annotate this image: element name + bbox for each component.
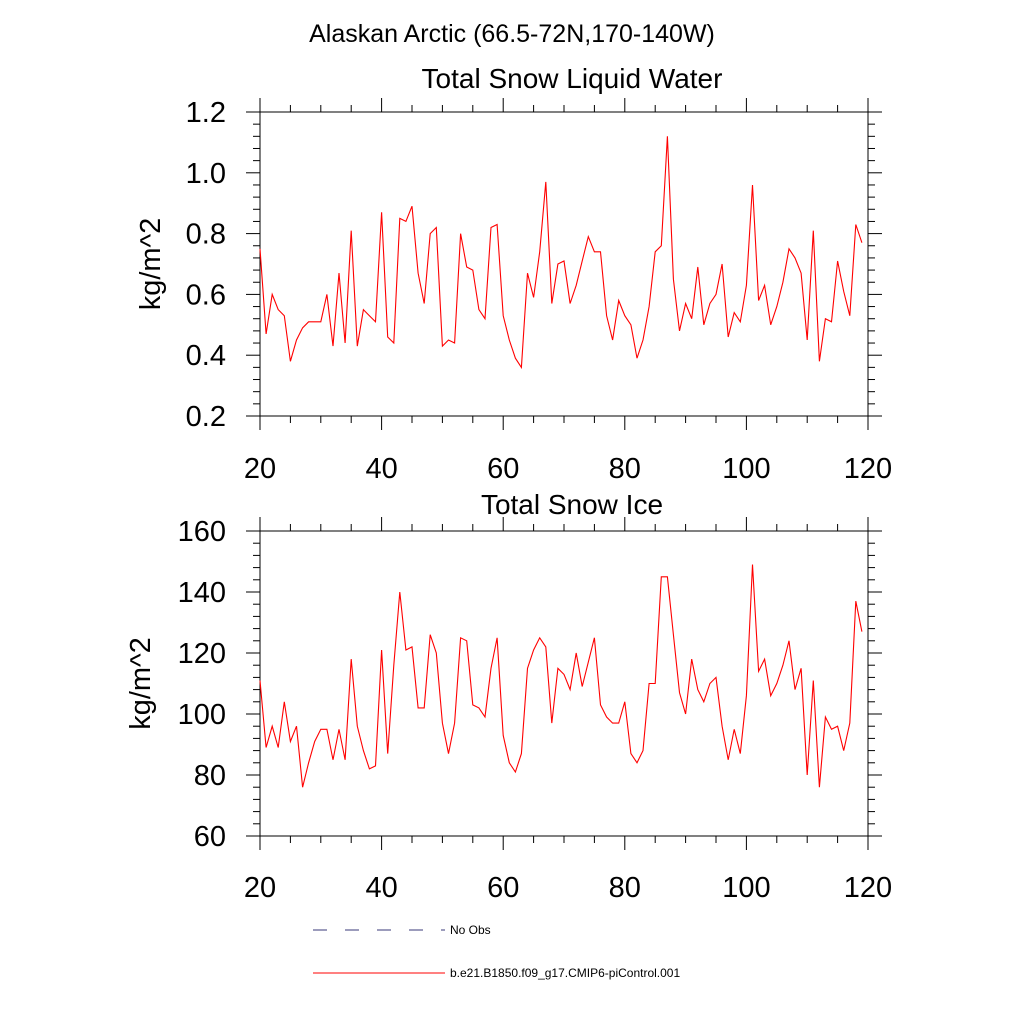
x-tick-label: 80 xyxy=(609,872,641,904)
x-tick-label: 60 xyxy=(487,872,519,904)
x-tick-label: 40 xyxy=(365,872,397,904)
legend-model-label: b.e21.B1850.f09_g17.CMIP6-piControl.001 xyxy=(450,966,680,980)
y-tick-label: 100 xyxy=(178,699,226,731)
y-tick-label: 1.2 xyxy=(186,97,226,129)
chart-title: Total Snow Liquid Water xyxy=(422,63,723,94)
figure-title: Alaskan Arctic (66.5-72N,170-140W) xyxy=(309,20,715,48)
x-tick-label: 120 xyxy=(844,872,892,904)
y-tick-label: 60 xyxy=(194,821,226,853)
y-tick-label: 0.6 xyxy=(186,279,226,311)
x-tick-label: 60 xyxy=(487,453,519,485)
y-axis-label: kg/m^2 xyxy=(135,218,167,311)
x-tick-label: 100 xyxy=(722,453,770,485)
chart-title: Total Snow Ice xyxy=(481,489,663,520)
x-tick-label: 20 xyxy=(244,453,276,485)
y-tick-label: 0.4 xyxy=(186,340,226,372)
y-tick-label: 160 xyxy=(178,516,226,548)
legend: No Obs b.e21.B1850.f09_g17.CMIP6-piContr… xyxy=(313,923,680,980)
y-tick-label: 140 xyxy=(178,577,226,609)
x-tick-label: 80 xyxy=(609,453,641,485)
panel-snow-ice: Total Snow Ice kg/m^2 20 40 60 80 100 120 60 80 10… xyxy=(125,489,892,904)
y-tick-label: 0.2 xyxy=(186,401,226,433)
panel-snow-liquid-water: Total Snow Liquid Water kg/m^2 20 40 60 80 100… xyxy=(135,63,892,485)
legend-no-obs-label: No Obs xyxy=(450,923,491,937)
x-tick-label: 20 xyxy=(244,872,276,904)
series-line xyxy=(259,136,863,370)
y-tick-label: 0.8 xyxy=(186,219,226,251)
series-line xyxy=(259,564,863,788)
y-tick-label: 1.0 xyxy=(186,158,226,190)
y-axis-label: kg/m^2 xyxy=(125,637,157,730)
y-tick-label: 80 xyxy=(194,760,226,792)
x-tick-label: 100 xyxy=(722,872,770,904)
y-tick-label: 120 xyxy=(178,638,226,670)
x-tick-label: 120 xyxy=(844,453,892,485)
x-tick-label: 40 xyxy=(365,453,397,485)
